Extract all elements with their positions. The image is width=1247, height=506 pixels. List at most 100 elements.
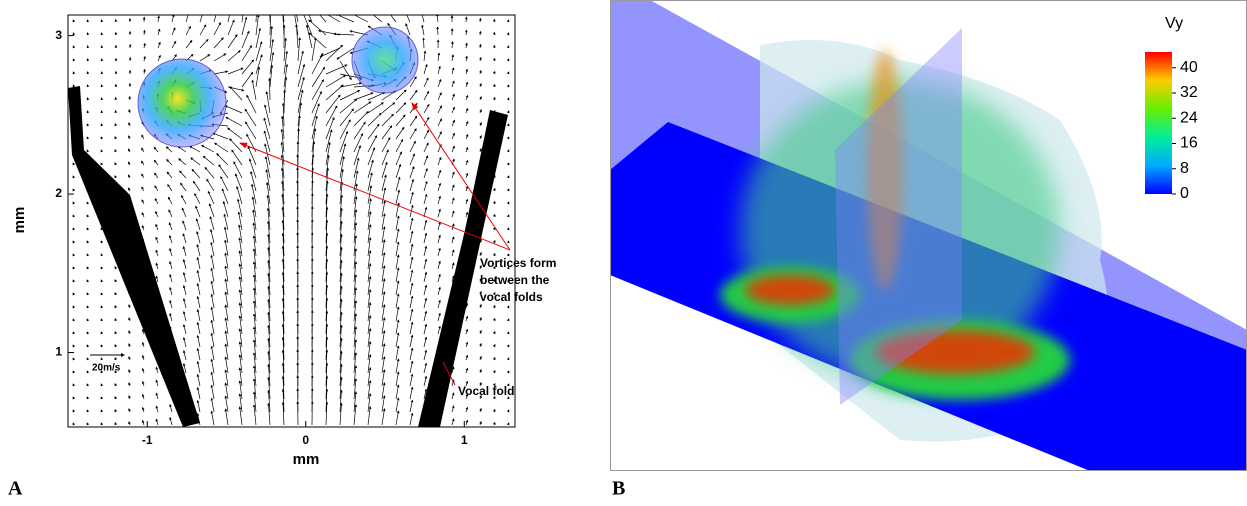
vector bbox=[143, 343, 144, 347]
vector bbox=[211, 346, 214, 360]
vector bbox=[242, 72, 253, 87]
vector bbox=[198, 349, 200, 360]
vector bbox=[217, 154, 228, 165]
vector bbox=[424, 337, 426, 347]
vector bbox=[438, 66, 440, 74]
vector bbox=[438, 209, 440, 217]
vector bbox=[115, 332, 116, 334]
vector bbox=[480, 18, 481, 22]
vector bbox=[115, 124, 116, 126]
vector bbox=[183, 221, 186, 230]
vector bbox=[424, 259, 426, 269]
vector bbox=[211, 320, 214, 334]
vector bbox=[73, 423, 74, 425]
vector bbox=[368, 103, 383, 113]
vector bbox=[508, 228, 509, 230]
vector bbox=[73, 215, 74, 217]
vector bbox=[115, 280, 116, 282]
vector bbox=[508, 202, 509, 204]
vector bbox=[438, 183, 440, 191]
vector bbox=[87, 124, 88, 126]
vector bbox=[101, 345, 102, 347]
vector bbox=[87, 20, 88, 22]
vector bbox=[101, 98, 102, 100]
vector bbox=[129, 422, 130, 425]
annotation: between the bbox=[480, 273, 550, 287]
vector bbox=[154, 160, 158, 165]
vector bbox=[128, 175, 130, 178]
vector bbox=[321, 11, 340, 22]
vector bbox=[73, 306, 74, 308]
vector bbox=[73, 72, 74, 74]
vector bbox=[466, 355, 467, 360]
vector bbox=[184, 260, 186, 269]
vector bbox=[494, 189, 495, 191]
vector bbox=[424, 130, 429, 139]
vector bbox=[73, 176, 74, 178]
vector bbox=[168, 185, 172, 191]
figure: 20m/s Vortices form between the vocal fo… bbox=[0, 0, 1247, 501]
vector bbox=[156, 419, 158, 425]
vector bbox=[396, 152, 402, 165]
vector bbox=[128, 162, 130, 165]
vector bbox=[480, 409, 481, 412]
vector bbox=[101, 111, 102, 113]
y-tick-label: 2 bbox=[55, 186, 62, 200]
vector bbox=[186, 26, 190, 35]
vector bbox=[494, 58, 495, 61]
x-axis-label: mm bbox=[293, 451, 320, 468]
vector bbox=[267, 92, 270, 113]
vector bbox=[180, 171, 186, 178]
vector bbox=[193, 181, 200, 191]
vector bbox=[354, 112, 368, 126]
vector bbox=[73, 410, 74, 412]
vector bbox=[115, 150, 116, 152]
vector bbox=[73, 345, 74, 347]
vector bbox=[228, 6, 231, 22]
x-tick-label: 0 bbox=[302, 433, 309, 447]
vector bbox=[87, 319, 88, 321]
vector bbox=[410, 413, 412, 425]
vector bbox=[129, 409, 130, 412]
vector bbox=[410, 154, 415, 165]
vector bbox=[424, 91, 429, 100]
vector bbox=[186, 40, 192, 48]
vector bbox=[396, 255, 399, 269]
vector bbox=[155, 186, 158, 191]
vector bbox=[494, 202, 495, 204]
vector bbox=[73, 384, 74, 386]
vector bbox=[156, 276, 158, 282]
vector bbox=[494, 371, 495, 373]
vector bbox=[211, 385, 214, 399]
vector bbox=[284, 90, 285, 113]
vector bbox=[234, 162, 242, 178]
vector bbox=[396, 281, 399, 295]
vector bbox=[303, 13, 312, 35]
vector bbox=[508, 306, 509, 308]
vector bbox=[115, 176, 116, 178]
vector bbox=[190, 146, 200, 152]
vector bbox=[452, 55, 453, 61]
vector bbox=[494, 319, 495, 321]
vector bbox=[250, 159, 256, 178]
vector bbox=[480, 84, 481, 87]
vector bbox=[129, 370, 130, 373]
vector bbox=[410, 387, 412, 399]
vector bbox=[293, 0, 298, 22]
vector bbox=[480, 110, 481, 113]
vector bbox=[452, 250, 454, 256]
vector bbox=[129, 305, 130, 308]
vector bbox=[508, 358, 509, 360]
vector bbox=[494, 410, 495, 412]
vector bbox=[242, 60, 254, 74]
vector bbox=[73, 267, 74, 269]
vector bbox=[87, 137, 88, 139]
vector bbox=[184, 273, 186, 282]
vector bbox=[144, 30, 145, 35]
vector bbox=[508, 345, 509, 347]
vector bbox=[382, 138, 390, 152]
vector bbox=[129, 383, 130, 386]
vector bbox=[424, 182, 427, 191]
vector bbox=[480, 31, 481, 35]
vector bbox=[423, 38, 424, 48]
